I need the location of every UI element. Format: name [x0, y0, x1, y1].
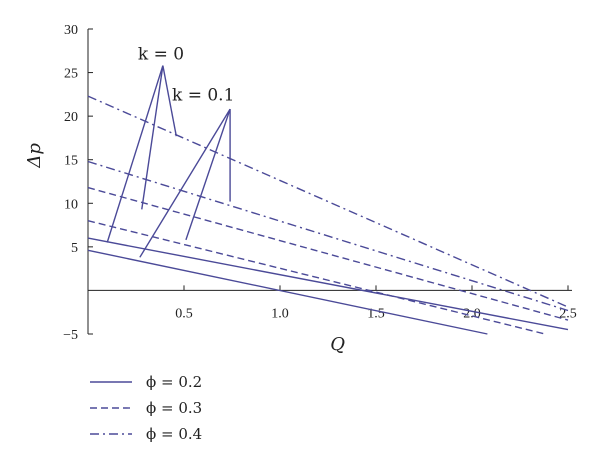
pointer-line — [106, 65, 164, 243]
x-tick-label: 1.0 — [271, 306, 289, 321]
pointer-line — [185, 108, 231, 241]
x-tick-label: 0.5 — [175, 306, 193, 321]
series-line — [87, 220, 546, 335]
y-tick-label: 10 — [64, 197, 78, 212]
series-line — [87, 95, 569, 308]
y-tick-label: −5 — [63, 328, 78, 343]
legend: ϕ = 0.2 ϕ = 0.3 ϕ = 0.4 — [90, 373, 202, 443]
y-tick-label: 20 — [64, 110, 78, 125]
annotations: k = 0 k = 0.1 — [138, 45, 235, 106]
x-tick-label: 2.5 — [559, 306, 577, 321]
y-axis-title: Δp — [24, 143, 45, 169]
y-tick-label: 5 — [71, 241, 78, 256]
x-axis-title: Q — [330, 334, 345, 355]
axes: Q Δp — [24, 29, 572, 355]
series-line — [87, 237, 569, 331]
series-lines — [87, 95, 569, 335]
legend-label: ϕ = 0.4 — [146, 425, 202, 443]
legend-label: ϕ = 0.2 — [146, 373, 202, 391]
y-tick-label: 15 — [64, 154, 78, 169]
annotation-pointers — [106, 65, 231, 258]
annotation-label: k = 0 — [138, 45, 184, 65]
annotation-label: k = 0.1 — [172, 85, 234, 105]
pointer-line — [162, 65, 178, 137]
legend-label: ϕ = 0.3 — [146, 399, 202, 417]
series-line — [87, 186, 569, 321]
series-line — [87, 249, 488, 335]
series-line — [87, 160, 569, 312]
pointer-line — [141, 65, 164, 210]
pointer-line — [139, 108, 231, 258]
y-tick-label: 30 — [64, 23, 78, 38]
y-tick-label: 25 — [64, 67, 78, 82]
